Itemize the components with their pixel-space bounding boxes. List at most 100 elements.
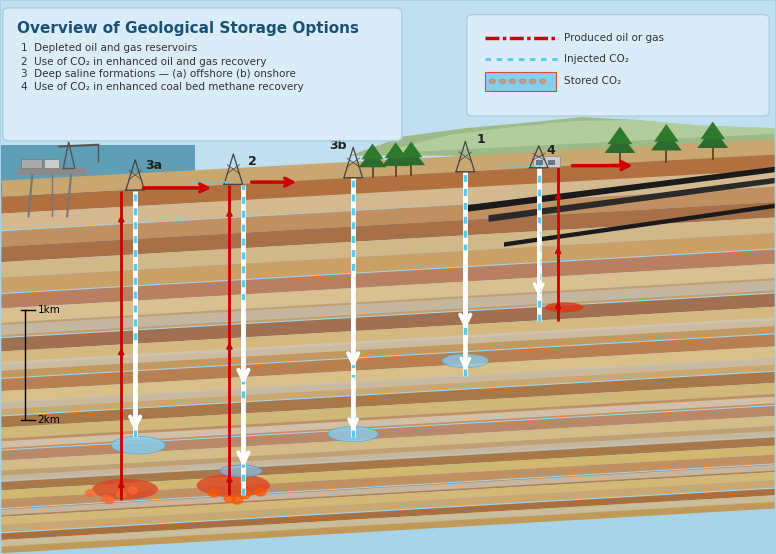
Polygon shape	[701, 121, 725, 139]
Polygon shape	[2, 394, 774, 449]
Text: 4: 4	[546, 144, 555, 157]
Polygon shape	[2, 294, 774, 351]
Polygon shape	[2, 218, 774, 278]
Text: 2km: 2km	[38, 416, 61, 425]
Polygon shape	[2, 416, 774, 470]
Polygon shape	[2, 372, 774, 428]
Polygon shape	[2, 489, 774, 540]
Polygon shape	[2, 383, 774, 439]
Polygon shape	[2, 445, 774, 499]
Ellipse shape	[196, 474, 270, 497]
Circle shape	[105, 497, 114, 504]
Polygon shape	[349, 117, 774, 178]
Circle shape	[519, 79, 525, 84]
Polygon shape	[400, 141, 422, 157]
Text: 3a: 3a	[145, 160, 162, 172]
Bar	[485, 73, 556, 91]
Polygon shape	[654, 124, 679, 142]
Bar	[535, 160, 542, 165]
Polygon shape	[2, 307, 774, 365]
Circle shape	[209, 489, 220, 497]
Polygon shape	[2, 437, 774, 490]
Ellipse shape	[328, 427, 379, 442]
Text: Stored CO₂: Stored CO₂	[564, 76, 622, 86]
Circle shape	[255, 488, 266, 496]
Bar	[532, 156, 560, 167]
Circle shape	[539, 79, 546, 84]
Text: Produced oil or gas: Produced oil or gas	[564, 33, 664, 43]
Text: 1: 1	[476, 133, 485, 146]
Text: 2  Use of CO₂ in enhanced oil and gas recovery: 2 Use of CO₂ in enhanced oil and gas rec…	[21, 57, 266, 66]
Polygon shape	[698, 128, 728, 148]
Polygon shape	[466, 167, 774, 212]
Ellipse shape	[92, 479, 158, 500]
FancyBboxPatch shape	[3, 8, 402, 141]
Polygon shape	[2, 320, 774, 378]
Text: 3b: 3b	[329, 138, 347, 152]
Polygon shape	[2, 358, 774, 416]
Bar	[44, 158, 60, 168]
Polygon shape	[2, 139, 774, 197]
Polygon shape	[2, 502, 774, 553]
Polygon shape	[2, 496, 774, 546]
Polygon shape	[2, 480, 774, 532]
Polygon shape	[2, 278, 774, 337]
Text: 1  Depleted oil and gas reservoirs: 1 Depleted oil and gas reservoirs	[21, 43, 197, 53]
Polygon shape	[359, 150, 386, 167]
Polygon shape	[362, 143, 383, 160]
Circle shape	[232, 496, 243, 504]
Bar	[17, 168, 86, 175]
Polygon shape	[382, 148, 410, 166]
Polygon shape	[651, 131, 682, 151]
Polygon shape	[397, 147, 425, 165]
Ellipse shape	[111, 437, 165, 454]
Polygon shape	[2, 183, 195, 197]
Polygon shape	[504, 204, 774, 247]
Bar	[548, 160, 555, 165]
Polygon shape	[388, 120, 774, 153]
Polygon shape	[489, 178, 774, 222]
Polygon shape	[2, 280, 774, 335]
Polygon shape	[605, 133, 636, 153]
Bar	[21, 158, 43, 168]
Polygon shape	[2, 187, 774, 247]
Polygon shape	[2, 426, 774, 480]
Text: 1km: 1km	[38, 305, 61, 315]
Polygon shape	[608, 126, 632, 144]
Text: 3  Deep saline formations — (a) offshore (b) onshore: 3 Deep saline formations — (a) offshore …	[21, 69, 296, 79]
Text: 4  Use of CO₂ in enhanced coal bed methane recovery: 4 Use of CO₂ in enhanced coal bed methan…	[21, 82, 303, 92]
Polygon shape	[2, 334, 774, 391]
Polygon shape	[2, 406, 774, 460]
Circle shape	[128, 487, 137, 494]
Polygon shape	[2, 233, 774, 293]
Polygon shape	[2, 317, 774, 371]
Polygon shape	[2, 202, 774, 262]
Text: 2: 2	[248, 155, 257, 168]
Circle shape	[499, 79, 505, 84]
Polygon shape	[2, 155, 774, 214]
Polygon shape	[385, 142, 407, 158]
Polygon shape	[2, 464, 774, 517]
Circle shape	[529, 79, 535, 84]
Circle shape	[509, 79, 515, 84]
Polygon shape	[2, 465, 774, 515]
Circle shape	[490, 79, 496, 84]
Circle shape	[224, 495, 235, 502]
Ellipse shape	[220, 465, 262, 477]
Polygon shape	[2, 2, 774, 197]
Circle shape	[116, 491, 126, 498]
Text: Overview of Geological Storage Options: Overview of Geological Storage Options	[17, 20, 359, 35]
Polygon shape	[2, 454, 774, 508]
Ellipse shape	[545, 302, 584, 312]
Polygon shape	[2, 397, 774, 448]
Text: Injected CO₂: Injected CO₂	[564, 54, 629, 64]
Polygon shape	[2, 346, 774, 403]
Ellipse shape	[442, 354, 489, 368]
FancyBboxPatch shape	[467, 14, 769, 116]
Circle shape	[240, 491, 251, 499]
Polygon shape	[2, 249, 774, 309]
Polygon shape	[2, 495, 774, 547]
Polygon shape	[2, 264, 774, 323]
Circle shape	[101, 495, 110, 502]
Polygon shape	[2, 357, 774, 409]
